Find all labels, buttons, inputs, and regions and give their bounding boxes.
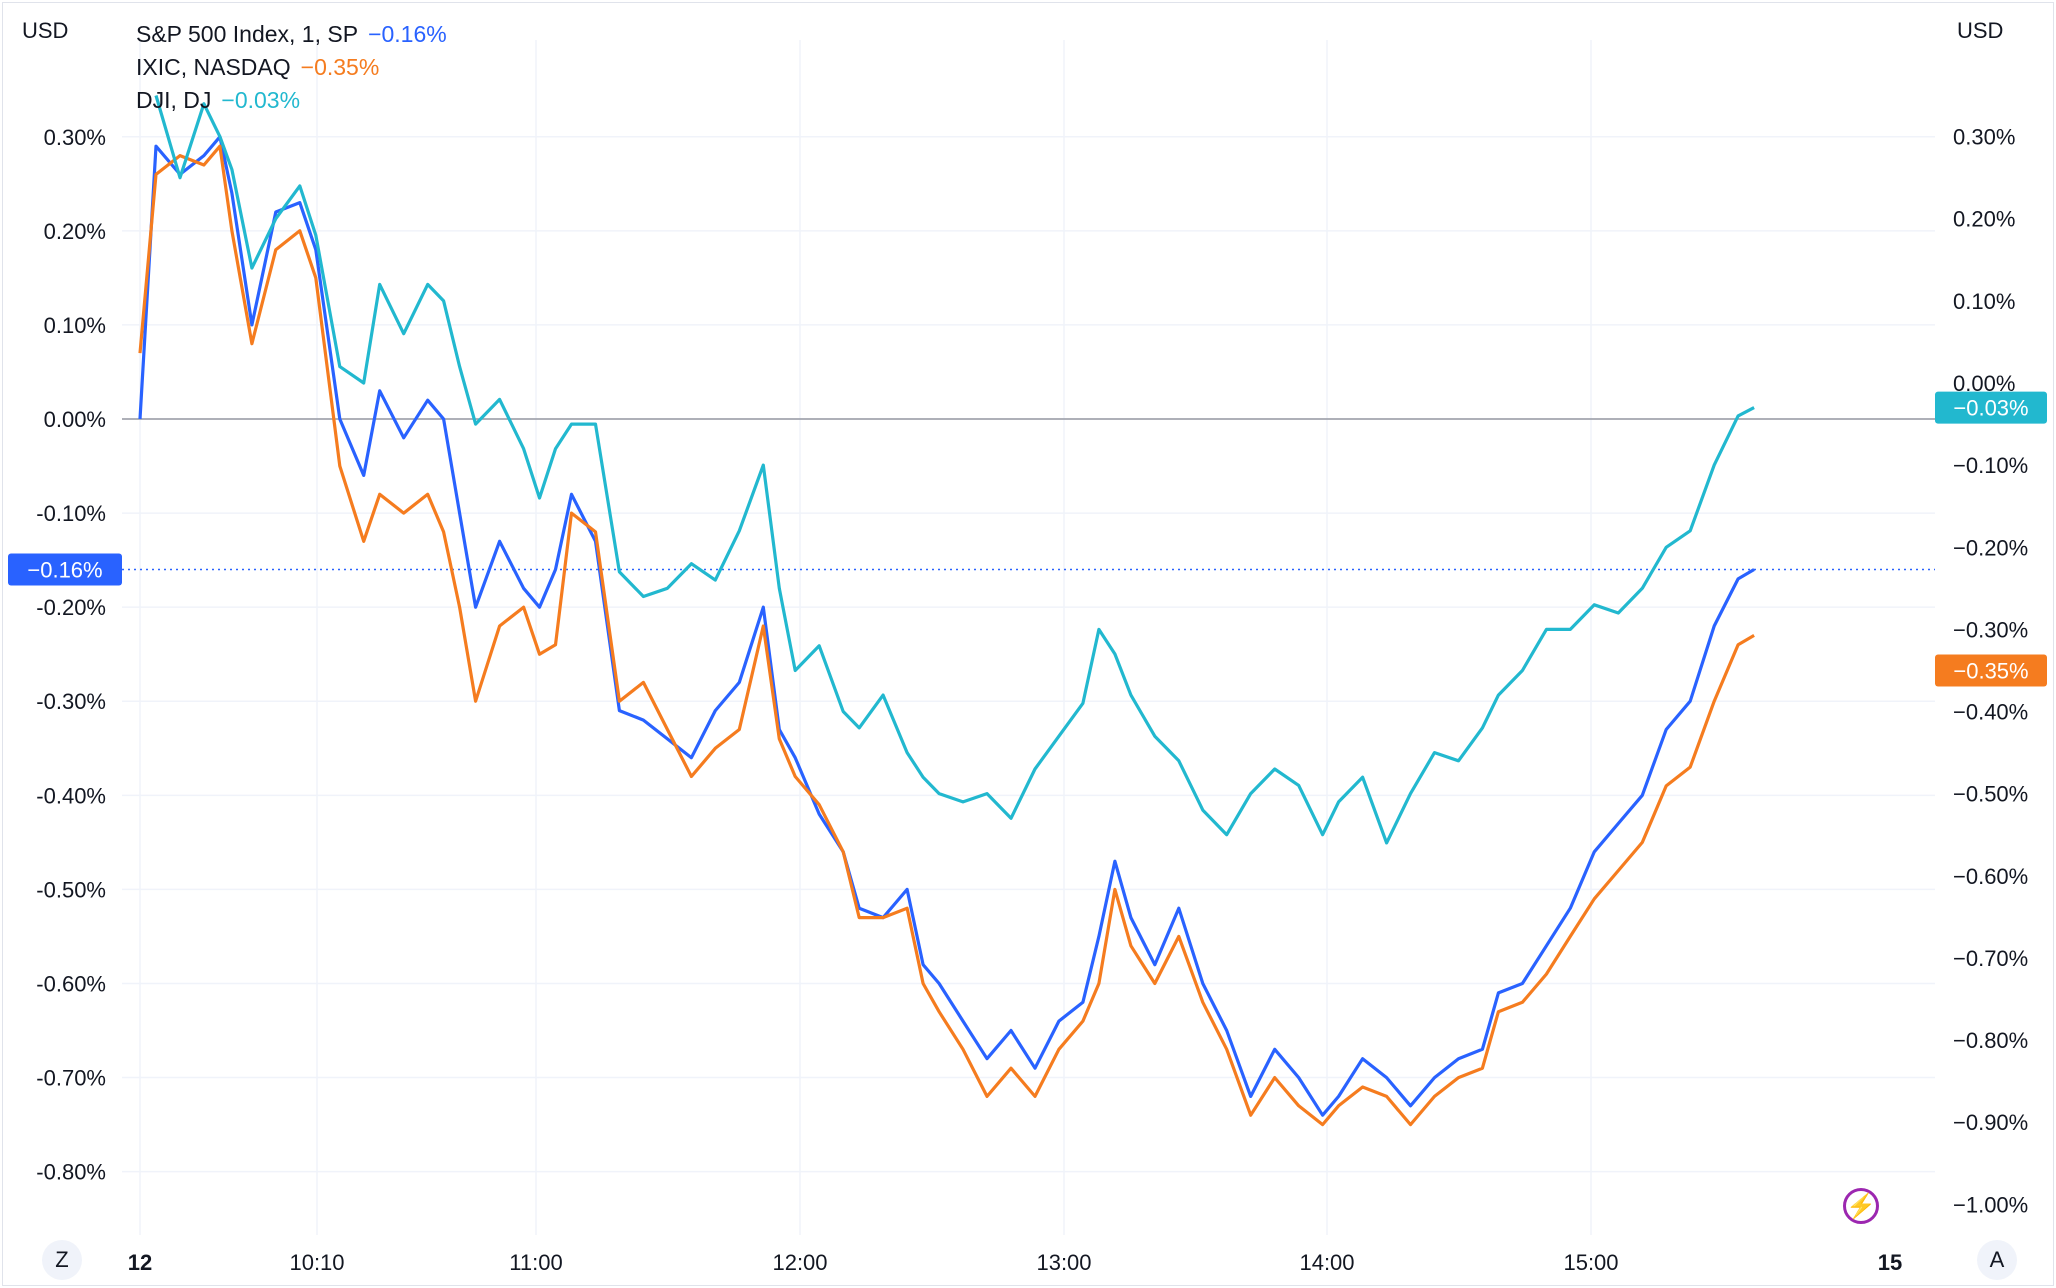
time-tick-label: 10:10 xyxy=(289,1250,344,1275)
autoscale-button[interactable]: A xyxy=(1977,1240,2017,1280)
series-layer xyxy=(138,95,1755,1127)
left-tick-label: -0.60% xyxy=(36,971,106,996)
right-price-axis: 0.30%0.20%0.10%0.00%−0.10%−0.20%−0.30%−0… xyxy=(1953,125,2028,1218)
time-tick-label: 14:00 xyxy=(1299,1250,1354,1275)
right-current-value-label: −0.35% xyxy=(1953,658,2028,683)
right-tick-label: −0.10% xyxy=(1953,453,2028,478)
legend-value: −0.03% xyxy=(221,87,301,113)
left-tick-label: -0.20% xyxy=(36,595,106,620)
left-current-value-badge xyxy=(8,553,122,586)
right-unit-label: USD xyxy=(1957,18,2004,43)
right-tick-label: −0.20% xyxy=(1953,535,2028,560)
left-tick-label: 0.10% xyxy=(44,313,106,338)
time-tick-label: 12:00 xyxy=(772,1250,827,1275)
legend: S&P 500 Index, 1, SP −0.16% IXIC, NASDAQ −… xyxy=(136,18,447,117)
series-line-1 xyxy=(138,144,1755,1127)
left-tick-label: -0.80% xyxy=(36,1160,106,1185)
right-tick-label: −0.80% xyxy=(1953,1028,2028,1053)
left-tick-label: -0.50% xyxy=(36,877,106,902)
left-tick-label: -0.10% xyxy=(36,501,106,526)
left-price-axis: 0.30% 0.20% 0.10% 0.00% -0.10% -0.20% -0.30% -0… xyxy=(36,125,106,1185)
right-tick-label: 0.30% xyxy=(1953,125,2015,150)
legend-item-sp500[interactable]: S&P 500 Index, 1, SP −0.16% xyxy=(136,18,447,51)
right-tick-label: −0.90% xyxy=(1953,1110,2028,1135)
time-tick-label: 15:00 xyxy=(1563,1250,1618,1275)
right-tick-label: 0.10% xyxy=(1953,289,2015,314)
left-tick-label: -0.30% xyxy=(36,689,106,714)
right-tick-label: −0.60% xyxy=(1953,864,2028,889)
left-current-value-label: −0.16% xyxy=(27,558,102,583)
legend-name: IXIC, NASDAQ xyxy=(136,54,291,80)
series-line-0 xyxy=(138,135,1755,1117)
right-current-value-badge xyxy=(1935,654,2047,687)
legend-name: DJI, DJ xyxy=(136,87,212,113)
right-current-value-badge xyxy=(1935,391,2047,424)
right-tick-label: −1.00% xyxy=(1953,1192,2028,1217)
left-tick-label: 0.20% xyxy=(44,219,106,244)
legend-value: −0.16% xyxy=(368,21,447,47)
time-tick-label: 13:00 xyxy=(1036,1250,1091,1275)
right-tick-label: −0.50% xyxy=(1953,782,2028,807)
time-tick-label: 15 xyxy=(1878,1250,1902,1275)
right-current-value-label: −0.03% xyxy=(1953,396,2028,421)
right-tick-label: −0.40% xyxy=(1953,700,2028,725)
time-axis: 12 10:10 11:00 12:00 13:00 14:00 15:00 15 xyxy=(128,1250,1902,1275)
current-value-labels: −0.16% −0.03% −0.35% xyxy=(8,391,2047,687)
left-tick-label: -0.70% xyxy=(36,1066,106,1091)
left-tick-label: -0.40% xyxy=(36,783,106,808)
legend-item-dji[interactable]: DJI, DJ −0.03% xyxy=(136,84,447,117)
time-tick-label: 12 xyxy=(128,1250,152,1275)
right-tick-label: −0.30% xyxy=(1953,617,2028,642)
lightning-icon[interactable]: ⚡ xyxy=(1843,1188,1879,1224)
legend-item-nasdaq[interactable]: IXIC, NASDAQ −0.35% xyxy=(136,51,447,84)
left-unit-label: USD xyxy=(22,18,69,43)
legend-name: S&P 500 Index, 1, SP xyxy=(136,21,359,47)
right-tick-label: −0.70% xyxy=(1953,946,2028,971)
legend-value: −0.35% xyxy=(300,54,380,80)
left-tick-label: 0.30% xyxy=(44,125,106,150)
reference-lines xyxy=(122,418,1935,571)
timezone-button[interactable]: Z xyxy=(42,1240,82,1280)
left-tick-label: 0.00% xyxy=(44,407,106,432)
time-tick-label: 11:00 xyxy=(509,1250,562,1275)
right-tick-label: 0.20% xyxy=(1953,207,2015,232)
series-line-2 xyxy=(154,95,1755,845)
